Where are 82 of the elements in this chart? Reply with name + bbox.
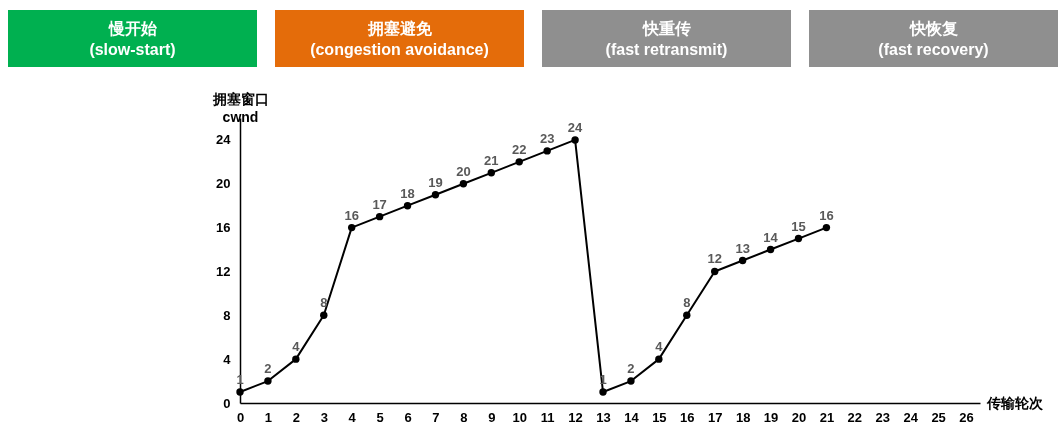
point bbox=[515, 158, 523, 166]
text: 慢开始 (slow-start) bbox=[89, 18, 176, 60]
data-label: 4 bbox=[655, 339, 664, 355]
point bbox=[794, 234, 803, 243]
point bbox=[683, 311, 691, 320]
point bbox=[571, 136, 579, 144]
data-label: 20 bbox=[456, 163, 471, 179]
point bbox=[599, 388, 607, 396]
data-label: 18 bbox=[400, 185, 415, 201]
x-tick-label: 19 bbox=[763, 409, 779, 425]
data-label: 21 bbox=[484, 152, 499, 168]
x-tick-label: 12 bbox=[568, 409, 583, 425]
x-tick-label: 6 bbox=[404, 409, 412, 425]
data-label: 2 bbox=[627, 361, 635, 377]
point bbox=[320, 311, 328, 320]
point bbox=[627, 377, 635, 385]
x-tick-label: 1 bbox=[264, 409, 273, 425]
x-tick-label: 14 bbox=[624, 409, 640, 425]
data-label: 4 bbox=[292, 339, 301, 355]
point bbox=[711, 267, 719, 276]
x-tick-label: 20 bbox=[791, 409, 807, 425]
x-tick-label: 18 bbox=[735, 409, 751, 425]
point bbox=[487, 169, 496, 177]
x-tick-label: 21 bbox=[819, 409, 835, 425]
point bbox=[431, 191, 440, 199]
x-tick-label: 17 bbox=[707, 409, 723, 425]
x-tick-label: 0 bbox=[236, 409, 245, 425]
data-label: 22 bbox=[512, 141, 527, 157]
point bbox=[347, 223, 356, 232]
x-tick-label: 23 bbox=[875, 409, 890, 425]
data-label: 15 bbox=[791, 218, 806, 234]
data-label: 16 bbox=[819, 207, 834, 223]
x-tick-label: 5 bbox=[376, 409, 384, 425]
x-tick-label: 7 bbox=[432, 409, 440, 425]
y-axis-title: 拥塞窗口 cwnd bbox=[211, 90, 269, 125]
x-tick-label: 22 bbox=[847, 409, 863, 425]
x-tick-label: 25 bbox=[931, 409, 946, 425]
data-label: 8 bbox=[320, 295, 328, 311]
point bbox=[655, 355, 663, 363]
data-label: 19 bbox=[428, 174, 443, 190]
x-tick-label: 4 bbox=[348, 409, 357, 425]
x-tick-label: 24 bbox=[903, 409, 919, 425]
x-tick-label: 15 bbox=[652, 409, 667, 425]
x-tick-label: 11 bbox=[540, 409, 555, 425]
point bbox=[822, 223, 831, 232]
point bbox=[264, 377, 272, 385]
data-label: 8 bbox=[683, 295, 691, 311]
point bbox=[375, 212, 384, 221]
y-tick-label: 4 bbox=[223, 351, 232, 367]
point bbox=[403, 201, 412, 210]
x-tick-label: 9 bbox=[488, 409, 496, 425]
point bbox=[459, 180, 468, 188]
y-tick-label: 24 bbox=[216, 132, 232, 148]
x-axis-title: 传输轮次 bbox=[985, 394, 1044, 411]
data-label: 2 bbox=[264, 361, 272, 377]
data-label: 14 bbox=[763, 229, 779, 245]
point bbox=[738, 256, 747, 265]
point bbox=[236, 388, 244, 396]
text: 拥塞避免 (congestion avoidance) bbox=[310, 18, 489, 60]
data-label: 13 bbox=[735, 240, 750, 256]
data-label: 17 bbox=[372, 196, 387, 212]
x-tick-label: 13 bbox=[596, 409, 611, 425]
x-tick-label: 3 bbox=[320, 409, 328, 425]
x-tick-label: 10 bbox=[512, 409, 527, 425]
data-label: 23 bbox=[539, 130, 555, 146]
point bbox=[292, 355, 300, 363]
x-tick-label: 16 bbox=[680, 409, 695, 425]
point bbox=[543, 147, 551, 155]
y-tick-label: 16 bbox=[216, 220, 231, 236]
data-label: 12 bbox=[707, 251, 722, 267]
y-tick-label: 8 bbox=[223, 307, 231, 323]
x-tick-label: 2 bbox=[292, 409, 300, 425]
y-tick-label: 20 bbox=[216, 176, 231, 192]
data-label: 16 bbox=[344, 207, 359, 223]
text: 快恢复 (fast recovery) bbox=[878, 18, 989, 60]
y-tick-label: 12 bbox=[216, 263, 231, 279]
data-label: 24 bbox=[567, 119, 584, 135]
text: 快重传 (fast retransmit) bbox=[605, 18, 728, 60]
point bbox=[766, 245, 775, 254]
x-tick-label: 26 bbox=[959, 409, 974, 425]
y-tick-label: 0 bbox=[223, 395, 231, 411]
x-tick-label: 8 bbox=[460, 409, 468, 425]
